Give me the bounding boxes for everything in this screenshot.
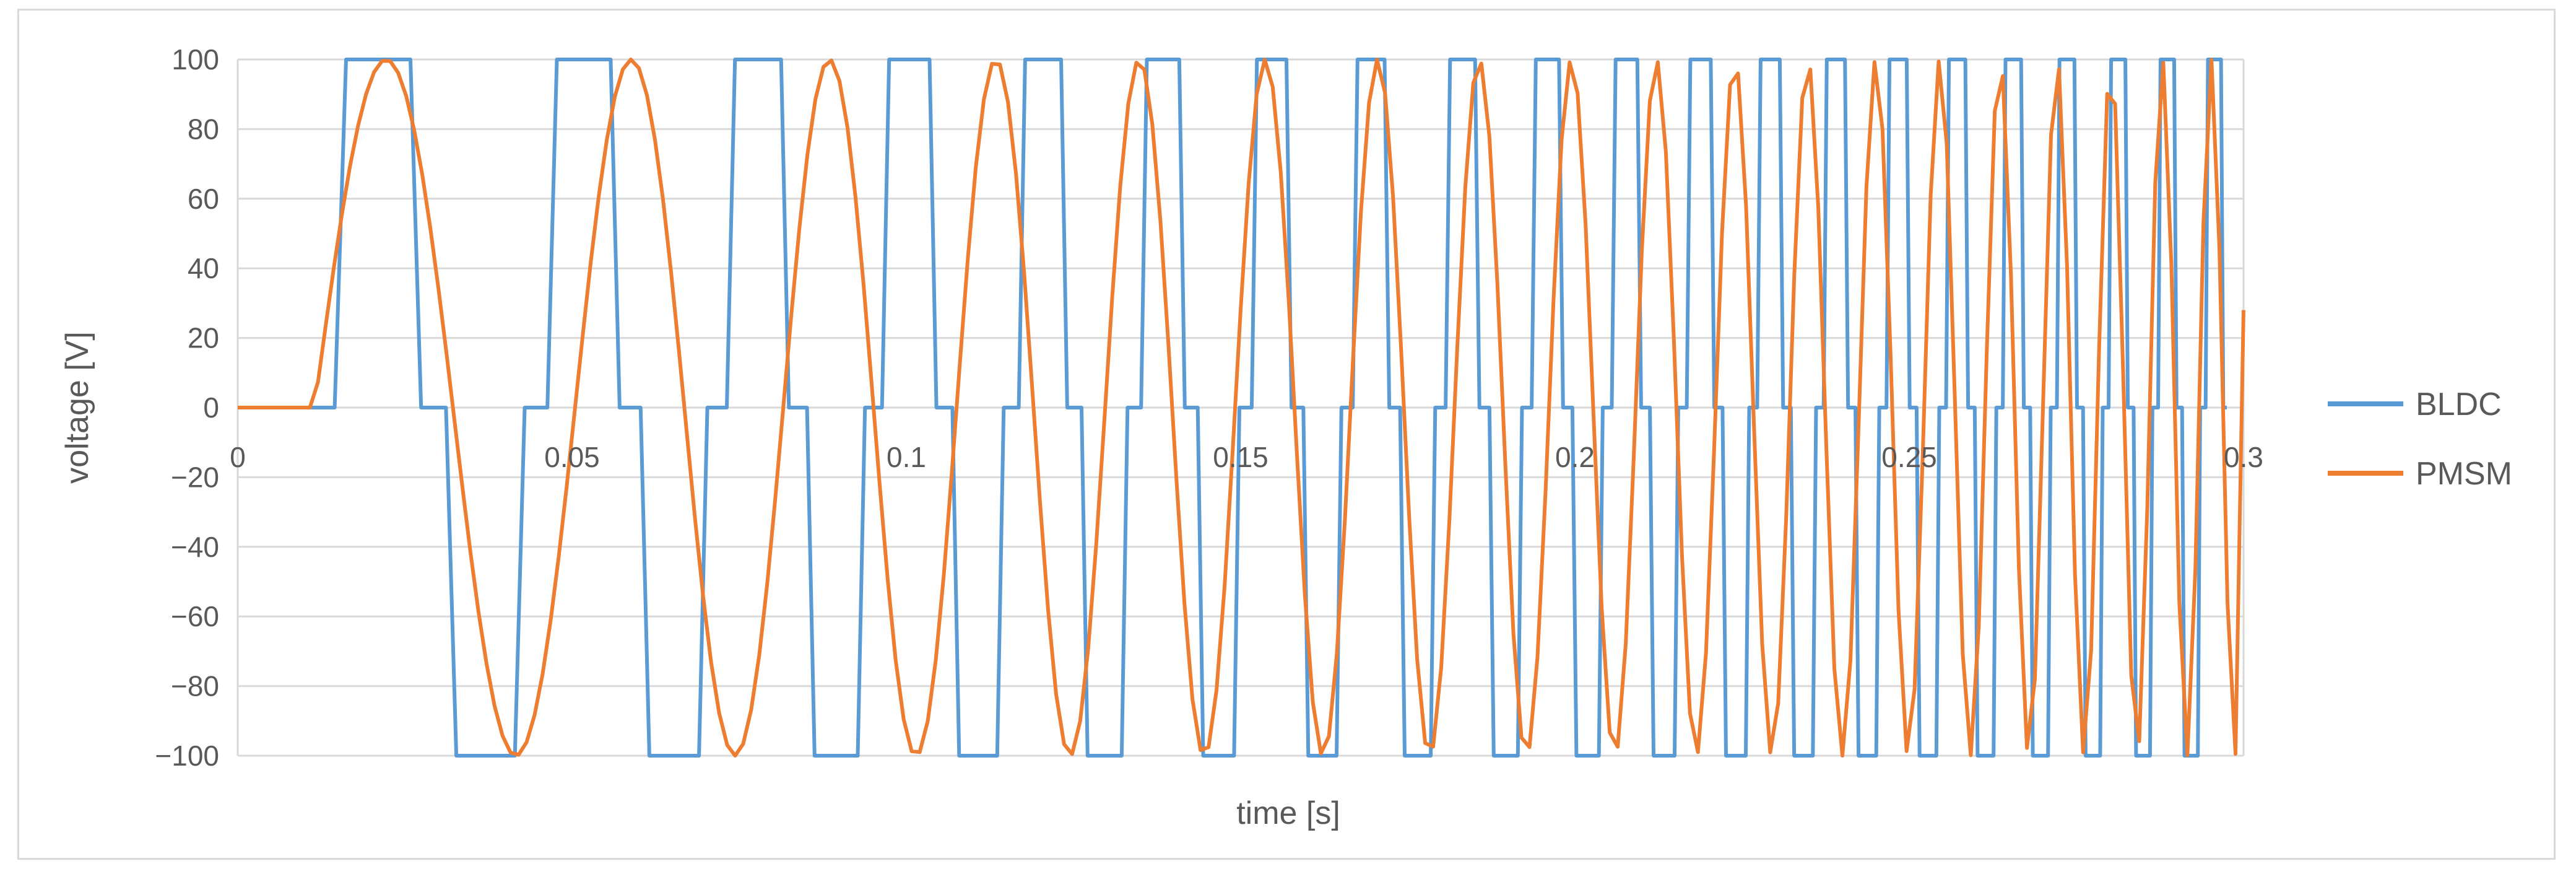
y-tick-label: −80: [171, 670, 219, 702]
legend-label-bldc: BLDC: [2416, 387, 2502, 422]
x-tick-label: 0: [230, 441, 246, 473]
y-tick-label: 80: [188, 113, 219, 145]
y-tick-label: −60: [171, 600, 219, 632]
y-axis-label: voltage [V]: [59, 331, 95, 484]
y-tick-label: −40: [171, 531, 219, 563]
y-tick-label: 40: [188, 252, 219, 284]
x-tick-label: 0.1: [887, 441, 926, 473]
series-line-bldc: [238, 58, 2227, 758]
series-line-pmsm: [238, 58, 2245, 758]
y-tick-label: 60: [188, 183, 219, 215]
x-tick-label: 0.2: [1555, 441, 1595, 473]
legend[interactable]: BLDC PMSM: [2328, 387, 2512, 492]
y-tick-label: −100: [155, 740, 219, 772]
series-lines: [238, 58, 2245, 758]
y-tick-label: 100: [171, 43, 219, 76]
x-tick-label: 0.25: [1881, 441, 1937, 473]
x-tick-label: 0.3: [2224, 441, 2263, 473]
x-tick-label: 0.15: [1213, 441, 1268, 473]
y-tick-label: −20: [171, 461, 219, 493]
y-tick-label: 0: [203, 391, 219, 424]
x-axis-label: time [s]: [1236, 795, 1340, 831]
x-tick-label: 0.05: [544, 441, 600, 473]
x-tick-labels: 0 0.05 0.1 0.15 0.2 0.25 0.3: [230, 441, 2263, 473]
legend-label-pmsm: PMSM: [2416, 456, 2512, 492]
y-tick-labels: 100 80 60 40 20 0 −20 −40 −60 −80 −100: [155, 43, 219, 772]
y-tick-label: 20: [188, 322, 219, 354]
